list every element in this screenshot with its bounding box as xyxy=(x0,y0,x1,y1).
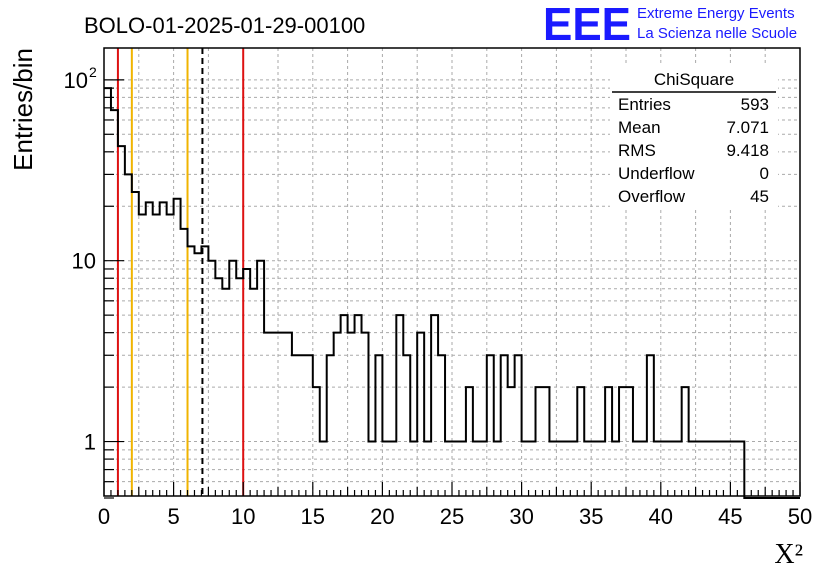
stats-label: Entries xyxy=(618,95,671,114)
stats-value: 9.418 xyxy=(726,141,769,160)
eee-logo-mark: EEE xyxy=(543,0,631,50)
y-axis-label: Entries/bin xyxy=(8,48,38,171)
stats-value: 45 xyxy=(750,187,769,206)
x-tick-label: 25 xyxy=(440,504,464,529)
y-tick-label: 10 xyxy=(64,68,88,93)
x-axis-label: X² xyxy=(774,539,803,570)
x-tick-label: 10 xyxy=(231,504,255,529)
stats-label: RMS xyxy=(618,141,656,160)
x-tick-label: 45 xyxy=(718,504,742,529)
run-title: BOLO-01-2025-01-29-00100 xyxy=(84,13,365,38)
stats-label: Underflow xyxy=(618,164,695,183)
x-tick-label: 30 xyxy=(509,504,533,529)
x-tick-label: 5 xyxy=(167,504,179,529)
y-tick-label: 10 xyxy=(72,249,96,274)
y-tick-label-exponent: 2 xyxy=(89,64,97,80)
x-tick-label: 20 xyxy=(370,504,394,529)
stats-title: ChiSquare xyxy=(654,70,734,89)
eee-logo: EEE Extreme Energy Events La Scienza nel… xyxy=(543,0,797,50)
stats-value: 7.071 xyxy=(726,118,769,137)
x-tick-label: 15 xyxy=(301,504,325,529)
stats-label: Mean xyxy=(618,118,661,137)
histogram-line xyxy=(104,87,800,499)
eee-logo-line1: Extreme Energy Events xyxy=(637,5,795,22)
stats-label: Overflow xyxy=(618,187,686,206)
y-tick-label: 1 xyxy=(84,430,96,455)
stats-box: ChiSquare Entries 593 Mean 7.071 RMS 9.418 Und… xyxy=(610,66,778,210)
stats-value: 593 xyxy=(741,95,769,114)
x-tick-label: 40 xyxy=(649,504,673,529)
x-tick-label: 50 xyxy=(788,504,812,529)
axis-ticks xyxy=(103,79,801,499)
x-tick-label: 35 xyxy=(579,504,603,529)
eee-logo-line2: La Scienza nelle Scuole xyxy=(637,25,797,42)
x-tick-labels: 0 5 10 15 20 25 30 35 40 45 50 xyxy=(98,504,812,529)
x-tick-label: 0 xyxy=(98,504,110,529)
stats-value: 0 xyxy=(760,164,769,183)
